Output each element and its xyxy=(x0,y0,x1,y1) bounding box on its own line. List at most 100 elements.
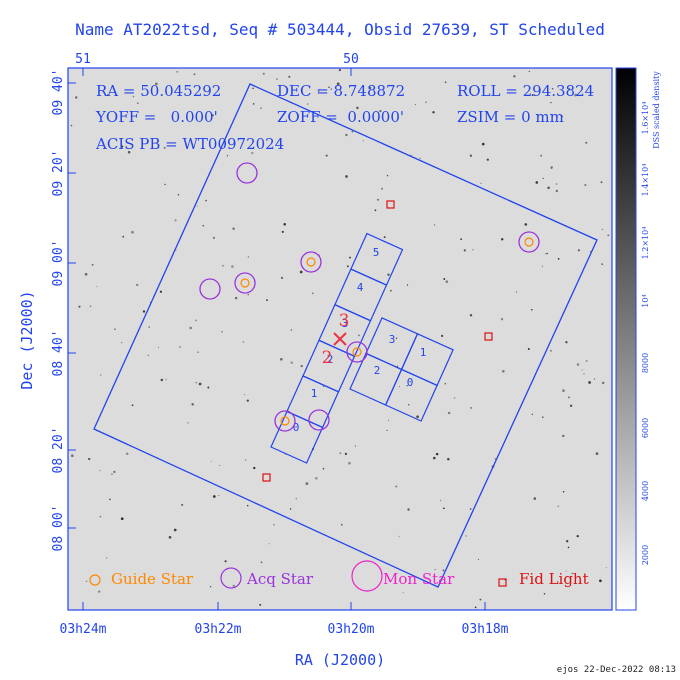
field-star xyxy=(260,561,263,564)
field-star xyxy=(70,454,74,458)
field-star xyxy=(386,174,389,177)
info-block: RA = 50.045292 DEC = 8.748872 ROLL = 294… xyxy=(95,82,594,153)
field-star xyxy=(276,78,278,80)
field-star xyxy=(106,557,108,559)
field-star xyxy=(474,606,477,609)
field-star xyxy=(395,337,398,340)
field-star xyxy=(576,534,579,538)
field-star xyxy=(232,227,235,230)
field-star xyxy=(99,515,102,518)
field-star xyxy=(244,394,246,396)
field-star xyxy=(530,308,533,311)
y-tick-label: 09 40' xyxy=(51,69,66,116)
field-star xyxy=(247,294,249,296)
field-star xyxy=(407,508,410,511)
field-star xyxy=(601,381,605,385)
legend-acq: Acq Star xyxy=(246,570,314,588)
field-star xyxy=(398,386,401,388)
field-star xyxy=(557,505,560,508)
field-star xyxy=(388,419,389,421)
field-star xyxy=(121,145,124,148)
field-star xyxy=(325,154,328,157)
field-star xyxy=(562,434,565,438)
field-star xyxy=(221,330,223,333)
field-star xyxy=(528,70,530,73)
field-star xyxy=(246,399,249,402)
y-tick-label: 09 20' xyxy=(51,150,66,197)
ccd-labels: 0 1 2 3 4 5 0 1 2 3 xyxy=(293,246,427,434)
field-star xyxy=(253,466,256,470)
field-star xyxy=(595,452,599,455)
field-star xyxy=(205,199,207,202)
colorbar-tick: 4000 xyxy=(641,481,650,501)
field-star xyxy=(547,186,550,190)
si-label: 2 xyxy=(322,348,333,368)
field-star xyxy=(259,603,262,606)
field-star xyxy=(541,416,544,419)
field-star xyxy=(557,258,560,260)
field-star xyxy=(191,403,194,406)
field-star xyxy=(600,181,603,184)
field-star xyxy=(527,348,530,350)
field-star xyxy=(168,536,172,539)
field-star xyxy=(70,124,73,127)
ccd-outline xyxy=(350,232,404,286)
field-star xyxy=(541,265,543,267)
field-star xyxy=(542,177,544,179)
field-star xyxy=(432,456,436,460)
field-star xyxy=(226,155,229,157)
field-star xyxy=(445,280,449,283)
field-star xyxy=(148,326,150,328)
field-star xyxy=(565,570,567,572)
field-star xyxy=(210,460,212,462)
field-star xyxy=(349,256,351,259)
field-star xyxy=(471,94,474,97)
field-star xyxy=(137,102,139,104)
field-star xyxy=(581,369,583,371)
field-star xyxy=(245,459,247,461)
field-star xyxy=(434,568,436,571)
field-star xyxy=(460,238,463,241)
field-star xyxy=(561,115,564,118)
field-star xyxy=(524,223,528,226)
colorbar-tick-labels: 2000 4000 6000 8000 10⁴ 1.2×10⁴ 1.4×10⁴ … xyxy=(641,102,650,566)
field-star xyxy=(281,230,284,233)
field-star xyxy=(187,421,189,424)
field-star xyxy=(469,508,472,510)
ccd-label: 1 xyxy=(420,346,427,359)
field-star xyxy=(568,396,570,399)
field-of-view-outline xyxy=(93,83,598,588)
field-star xyxy=(212,495,216,498)
field-star xyxy=(279,357,283,361)
field-star xyxy=(605,567,607,569)
field-star xyxy=(85,580,88,583)
field-star xyxy=(531,413,533,415)
field-star xyxy=(195,381,197,384)
field-star xyxy=(219,464,221,467)
field-star xyxy=(106,94,109,96)
field-star xyxy=(341,524,343,526)
field-star xyxy=(390,289,392,292)
field-star xyxy=(574,93,577,97)
field-star xyxy=(176,70,179,73)
field-star xyxy=(222,265,224,267)
chart-title: Name AT2022tsd, Seq # 503444, Obsid 2763… xyxy=(75,20,605,39)
x-tick-labels: 03h24m 03h22m 03h20m 03h18m xyxy=(60,622,509,637)
field-star xyxy=(252,87,254,90)
footer-stamp: ejos 22-Dec-2022 08:13 xyxy=(557,665,676,675)
frame-ticks xyxy=(68,68,486,610)
field-star xyxy=(435,452,439,456)
colorbar-tick: 1.4×10⁴ xyxy=(641,164,650,197)
field-star xyxy=(444,81,447,84)
ccd-label: 0 xyxy=(407,376,414,389)
field-star xyxy=(416,415,419,419)
field-star xyxy=(599,579,602,583)
field-star xyxy=(415,104,417,106)
field-star xyxy=(469,314,473,317)
field-star xyxy=(380,187,384,190)
field-star xyxy=(442,569,445,572)
field-star xyxy=(546,252,548,255)
y-tick-label: 08 40' xyxy=(51,330,66,377)
field-star xyxy=(374,209,377,212)
